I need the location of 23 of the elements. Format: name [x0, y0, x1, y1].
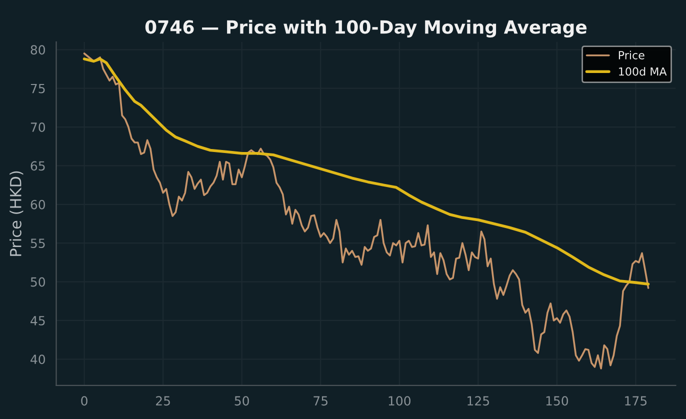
y-tick-label: 40 [30, 354, 46, 364]
x-tick-label: 150 [546, 396, 568, 406]
legend-label: 100d MA [619, 67, 667, 76]
x-tick-label: 25 [156, 396, 170, 406]
chart-title: 0746 — Price with 100-Day Moving Average [145, 20, 587, 38]
y-tick-label: 80 [30, 45, 46, 55]
y-tick-label: 50 [30, 277, 46, 287]
x-tick-label: 100 [388, 396, 410, 406]
line-series [83, 52, 650, 370]
x-tick-label: 125 [468, 396, 489, 406]
y-tick-label: 70 [30, 122, 46, 132]
x-tick-label: 50 [234, 396, 249, 406]
legend-label: Price [618, 50, 644, 60]
y-tick-label: 60 [30, 200, 46, 210]
y-axis-title: Price (HKD) [10, 171, 24, 256]
y-tick-label: 55 [30, 238, 45, 248]
line-series [82, 58, 650, 286]
x-tick-label: 175 [625, 396, 647, 406]
y-tick-label: 65 [30, 161, 45, 171]
x-tick-label: 75 [314, 396, 328, 406]
x-tick-label: 0 [81, 396, 88, 406]
y-tick-label: 75 [30, 84, 45, 94]
y-tick-label: 45 [30, 316, 45, 326]
